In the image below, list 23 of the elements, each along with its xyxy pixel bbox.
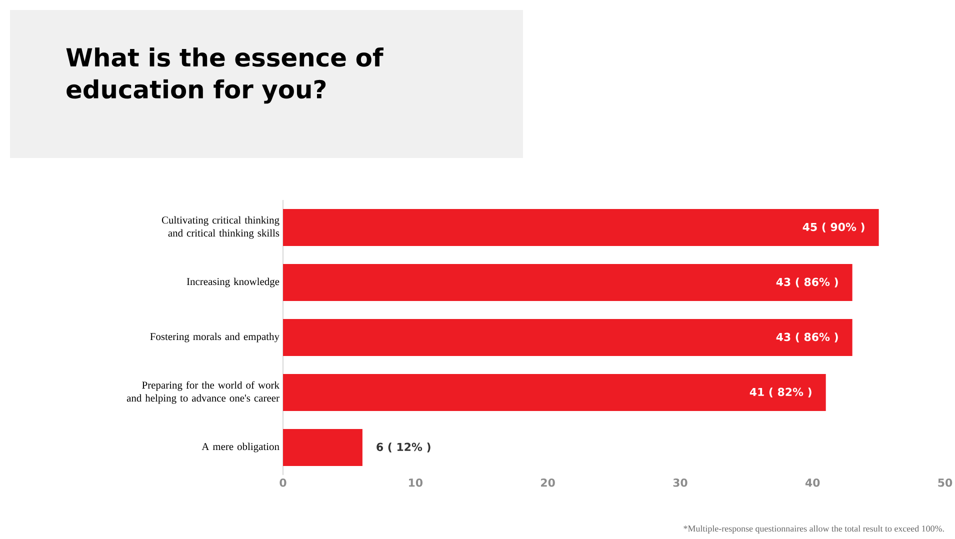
- data-label: 41 ( 82% ): [750, 388, 812, 398]
- x-tick-label: 10: [409, 478, 423, 487]
- x-tick-label: 0: [280, 478, 286, 487]
- chart-title: What is the essence of education for you?: [66, 48, 384, 104]
- x-tick-label: 50: [938, 478, 952, 487]
- y-tick-label: Fostering morals and empathy: [150, 332, 280, 342]
- data-label: 45 ( 90% ): [802, 222, 864, 232]
- bar: [283, 374, 826, 411]
- x-tick-label: 20: [541, 478, 555, 487]
- text: *Multiple-response questionnaires allow the total result to exceed 100%.: [684, 525, 944, 534]
- data-label: 6 ( 12% ): [376, 442, 430, 452]
- data-label: 43 ( 86% ): [776, 332, 838, 342]
- y-tick-label: A mere obligation: [202, 442, 280, 452]
- y-tick-label: Cultivating critical thinking and critical thinking skills: [162, 216, 280, 239]
- bar: [283, 208, 879, 246]
- x-tick-label: 30: [673, 478, 688, 487]
- y-tick-label: Increasing knowledge: [186, 278, 280, 288]
- data-label: 43 ( 86% ): [776, 278, 838, 288]
- bar: [283, 318, 852, 356]
- x-tick-label: 40: [805, 478, 820, 487]
- bar: [283, 264, 852, 301]
- y-tick-label: Preparing for the world of work and helping to advance one's career: [126, 381, 280, 404]
- bar: [283, 428, 362, 466]
